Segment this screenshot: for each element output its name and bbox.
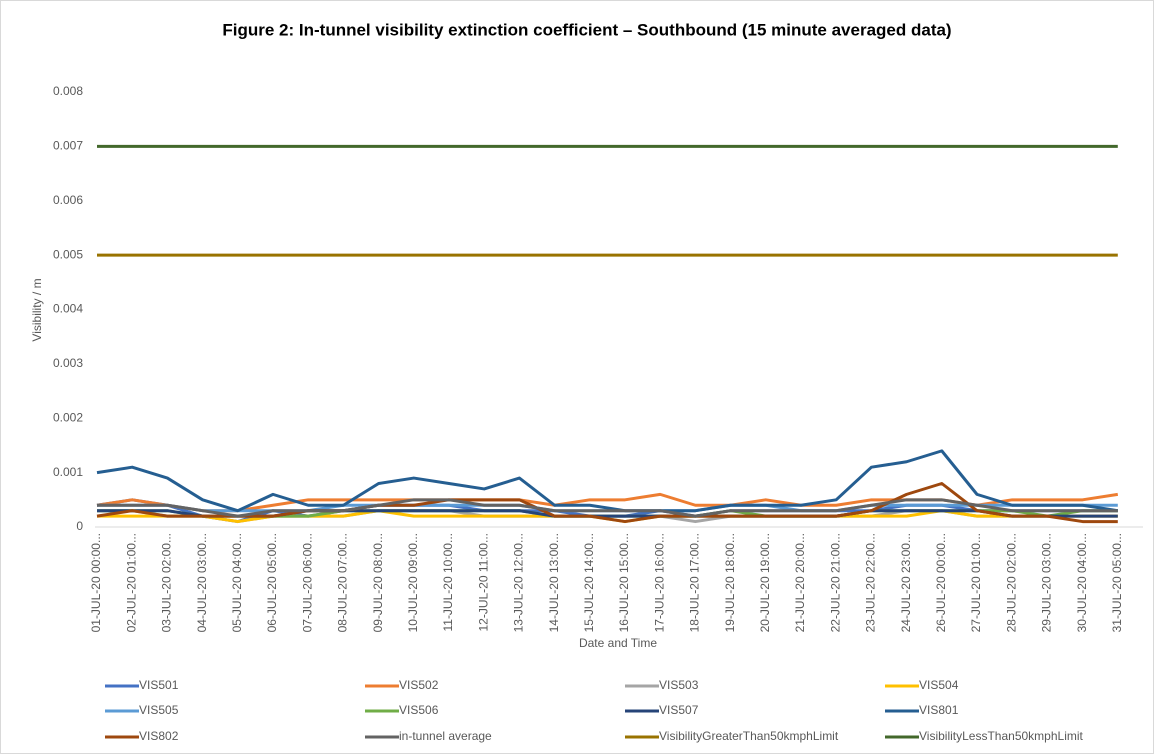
- legend-label: VIS801: [919, 703, 959, 717]
- x-tick-label: 19-JUL-20 18:00...: [723, 533, 737, 632]
- x-tick-label: 05-JUL-20 04:00...: [230, 533, 244, 632]
- x-tick-label: 06-JUL-20 05:00...: [265, 533, 279, 632]
- x-tick-label: 24-JUL-20 23:00...: [899, 533, 913, 632]
- y-tick-label: 0.007: [53, 139, 83, 153]
- series-line: [96, 482, 1118, 524]
- x-tick-label: 10-JUL-20 09:00...: [406, 533, 420, 632]
- x-tick-label: 11-JUL-20 10:00...: [441, 533, 455, 632]
- x-tick-label: 21-JUL-20 20:00...: [793, 533, 807, 632]
- y-axis-label: Visibility / m: [30, 278, 44, 341]
- legend-label: VisibilityLessThan50kmphLimit: [919, 729, 1084, 743]
- legend-label: VisibilityGreaterThan50kmphLimit: [659, 729, 839, 743]
- x-tick-label: 07-JUL-20 06:00...: [300, 533, 314, 632]
- series-line: [97, 498, 1118, 518]
- legend-label: in-tunnel average: [399, 729, 492, 743]
- chart-title: Figure 2: In-tunnel visibility extinctio…: [222, 20, 951, 39]
- x-tick-label: 17-JUL-20 16:00...: [652, 533, 666, 632]
- x-tick-label: 09-JUL-20 08:00...: [371, 533, 385, 632]
- y-tick-label: 0.003: [53, 356, 83, 370]
- x-tick-label: 30-JUL-20 04:00...: [1075, 533, 1089, 632]
- x-tick-label: 13-JUL-20 12:00...: [512, 533, 526, 632]
- y-tick-label: 0.004: [53, 302, 83, 316]
- legend-label: VIS506: [399, 703, 439, 717]
- x-axis-label: Date and Time: [579, 636, 657, 650]
- y-tick-label: 0.008: [53, 84, 83, 98]
- legend-label: VIS505: [139, 703, 179, 717]
- x-tick-label: 27-JUL-20 01:00...: [969, 533, 983, 632]
- x-tick-label: 01-JUL-20 00:00...: [89, 533, 103, 632]
- x-tick-label: 02-JUL-20 01:00...: [124, 533, 138, 632]
- x-tick-label: 18-JUL-20 17:00...: [688, 533, 702, 632]
- legend-label: VIS802: [139, 729, 179, 743]
- x-tick-label: 12-JUL-20 11:00...: [476, 533, 490, 632]
- y-tick-label: 0.005: [53, 247, 83, 261]
- x-tick-label: 15-JUL-20 14:00...: [582, 533, 596, 632]
- x-tick-label: 03-JUL-20 02:00...: [160, 533, 174, 632]
- x-tick-label: 08-JUL-20 07:00...: [336, 533, 350, 632]
- x-tick-label: 16-JUL-20 15:00...: [617, 533, 631, 632]
- series-line: [96, 449, 1119, 513]
- y-tick-label: 0.002: [53, 410, 83, 424]
- x-tick-label: 04-JUL-20 03:00...: [195, 533, 209, 632]
- x-tick-label: 31-JUL-20 05:00...: [1110, 533, 1124, 632]
- x-tick-label: 14-JUL-20 13:00...: [547, 533, 561, 632]
- y-tick-label: 0.006: [53, 193, 83, 207]
- x-tick-label: 28-JUL-20 02:00...: [1004, 533, 1018, 632]
- legend-label: VIS503: [659, 678, 699, 692]
- legend-label: VIS507: [659, 703, 699, 717]
- x-tick-label: 26-JUL-20 00:00...: [934, 533, 948, 632]
- x-tick-label: 20-JUL-20 19:00...: [758, 533, 772, 632]
- y-tick-label: 0: [76, 519, 83, 533]
- x-tick-label: 29-JUL-20 03:00...: [1040, 533, 1054, 632]
- y-tick-label: 0.001: [53, 465, 83, 479]
- x-tick-label: 23-JUL-20 22:00...: [864, 533, 878, 632]
- legend-label: VIS502: [399, 678, 439, 692]
- legend-label: VIS504: [919, 678, 959, 692]
- x-tick-label: 22-JUL-20 21:00...: [828, 533, 842, 632]
- legend-label: VIS501: [139, 678, 179, 692]
